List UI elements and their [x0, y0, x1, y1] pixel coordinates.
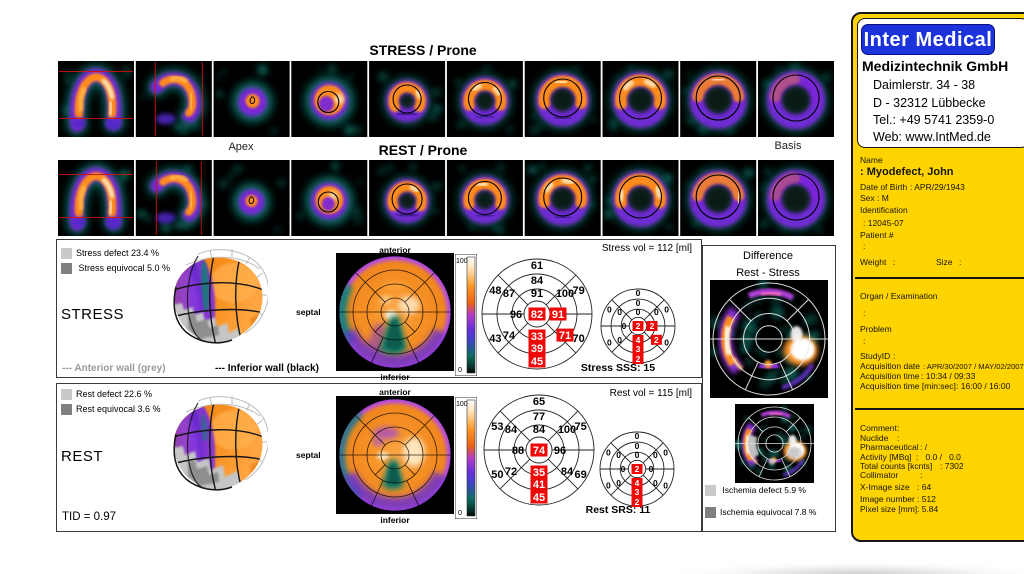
svg-text:0: 0: [654, 307, 659, 317]
svg-text:69: 69: [574, 469, 586, 481]
svg-text:0: 0: [636, 288, 641, 298]
svg-text:39: 39: [531, 343, 543, 355]
svg-text:45: 45: [533, 492, 545, 504]
svg-text:84: 84: [561, 466, 574, 478]
svg-text:0: 0: [607, 338, 612, 348]
svg-text:0: 0: [606, 481, 611, 491]
svg-text:0: 0: [664, 338, 669, 348]
svg-text:72: 72: [505, 466, 517, 478]
svg-text:77: 77: [533, 411, 545, 423]
svg-text:74: 74: [503, 330, 516, 342]
svg-text:91: 91: [552, 309, 564, 321]
svg-text:61: 61: [531, 260, 543, 272]
svg-text:65: 65: [533, 396, 545, 408]
svg-text:0: 0: [635, 431, 640, 441]
svg-text:3: 3: [636, 344, 641, 354]
svg-text:2: 2: [654, 335, 659, 345]
svg-text:0: 0: [653, 478, 658, 488]
svg-text:96: 96: [554, 445, 566, 457]
svg-text:0: 0: [622, 321, 627, 331]
svg-text:4: 4: [635, 478, 640, 488]
svg-text:100: 100: [456, 258, 468, 265]
svg-text:100: 100: [556, 288, 574, 300]
svg-text:100: 100: [456, 401, 468, 408]
svg-text:2: 2: [635, 464, 640, 474]
svg-text:0: 0: [617, 335, 622, 345]
svg-text:2: 2: [635, 497, 640, 507]
svg-text:41: 41: [533, 479, 545, 491]
svg-text:70: 70: [572, 333, 584, 345]
svg-text:0: 0: [635, 450, 640, 460]
svg-text:82: 82: [531, 309, 543, 321]
svg-text:0: 0: [636, 307, 641, 317]
svg-text:2: 2: [650, 321, 655, 331]
svg-text:35: 35: [533, 467, 545, 479]
svg-text:100: 100: [558, 424, 576, 436]
svg-text:0: 0: [664, 305, 669, 315]
svg-text:43: 43: [489, 333, 501, 345]
svg-text:0: 0: [621, 464, 626, 474]
svg-text:0: 0: [606, 448, 611, 458]
svg-text:0: 0: [635, 441, 640, 451]
svg-text:0: 0: [616, 450, 621, 460]
svg-text:0: 0: [653, 450, 658, 460]
svg-text:74: 74: [533, 445, 546, 457]
svg-text:96: 96: [510, 309, 522, 321]
svg-text:2: 2: [636, 321, 641, 331]
svg-text:3: 3: [635, 487, 640, 497]
svg-text:71: 71: [559, 330, 571, 342]
svg-text:53: 53: [491, 421, 503, 433]
svg-text:0: 0: [458, 367, 462, 374]
svg-text:87: 87: [503, 288, 515, 300]
svg-text:45: 45: [531, 356, 543, 368]
svg-text:75: 75: [574, 421, 586, 433]
svg-text:79: 79: [572, 285, 584, 297]
svg-text:0: 0: [663, 481, 668, 491]
svg-text:4: 4: [636, 335, 641, 345]
svg-text:84: 84: [531, 275, 544, 287]
svg-text:0: 0: [616, 478, 621, 488]
svg-text:84: 84: [533, 424, 546, 436]
svg-text:91: 91: [531, 288, 543, 300]
svg-text:0: 0: [649, 464, 654, 474]
svg-text:0: 0: [617, 307, 622, 317]
svg-text:88: 88: [512, 445, 524, 457]
svg-text:48: 48: [489, 285, 501, 297]
svg-text:2: 2: [636, 354, 641, 364]
svg-text:0: 0: [663, 448, 668, 458]
svg-text:0: 0: [636, 298, 641, 308]
svg-text:84: 84: [505, 424, 518, 436]
svg-text:33: 33: [531, 331, 543, 343]
svg-text:0: 0: [607, 305, 612, 315]
svg-text:50: 50: [491, 469, 503, 481]
svg-text:0: 0: [458, 510, 462, 517]
